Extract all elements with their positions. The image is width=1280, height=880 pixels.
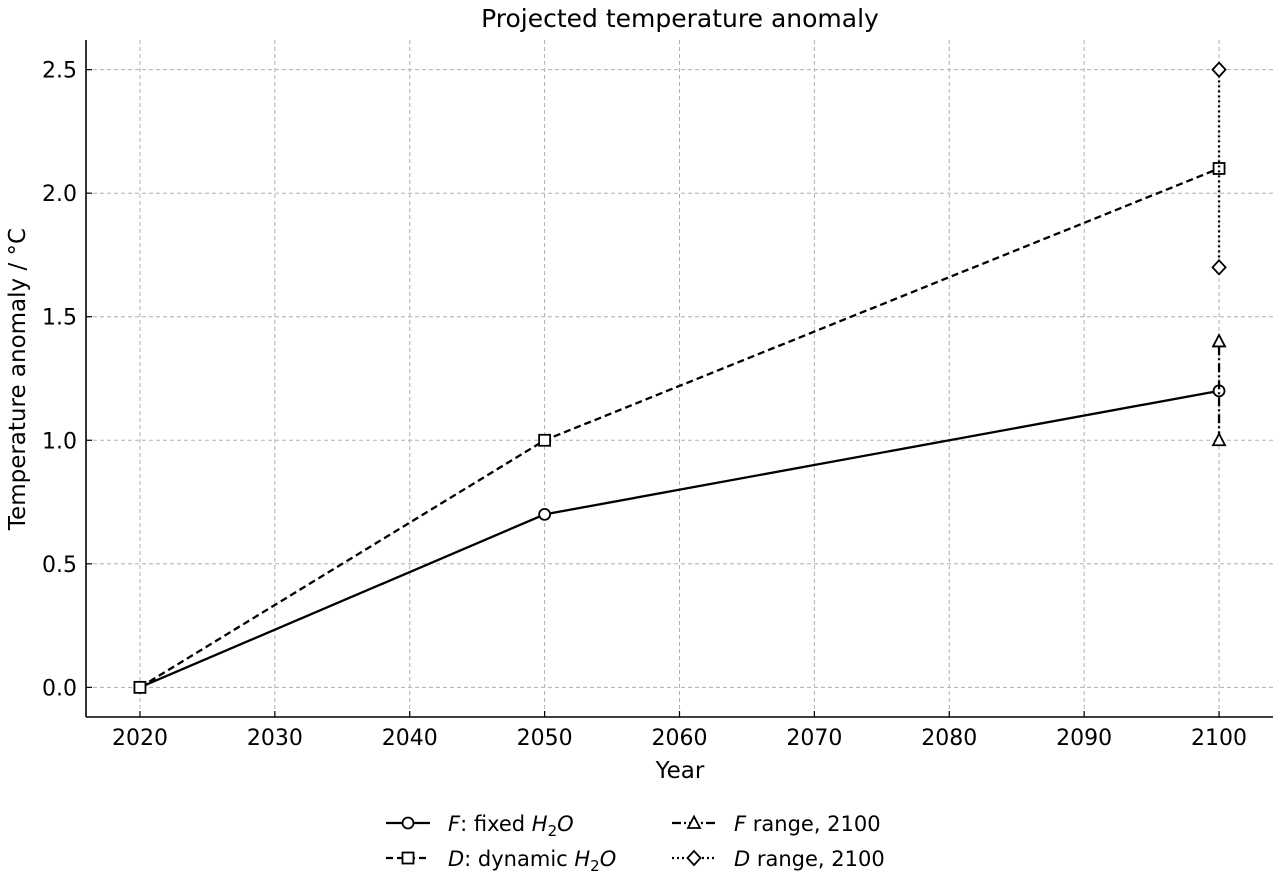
x-tick-label: 2030: [247, 726, 303, 751]
legend-label: D range, 2100: [734, 847, 885, 871]
legend-label: F: fixed H2O: [448, 812, 574, 840]
x-tick-label: 2060: [652, 726, 708, 751]
tick-labels: 2020 2030 2040 2050 2060 2070 2080 2090 2100 0.0 0…: [42, 59, 1247, 751]
legend-label: D: dynamic H2O: [448, 847, 616, 875]
y-tick-label: 2.5: [42, 59, 77, 84]
data-point-triangle: [1211, 332, 1227, 348]
legend-marker-diamond: [686, 849, 702, 867]
legend-item: D range, 2100: [672, 847, 885, 871]
x-axis-label: Year: [655, 758, 705, 784]
legend-marker-square: [401, 851, 415, 865]
data-point-square: [538, 433, 552, 447]
legend: F: fixed H2O D: dynamic H2O F range, 2100 D…: [386, 812, 885, 875]
data-point-diamond: [1211, 61, 1227, 78]
chart-title: Projected temperature anomaly: [481, 4, 879, 33]
grid: [86, 40, 1273, 717]
y-tick-label: 2.0: [42, 182, 77, 207]
y-axis-label: Temperature anomaly / °C: [5, 228, 31, 531]
legend-marker-triangle: [686, 814, 702, 829]
legend-label: F range, 2100: [734, 812, 881, 836]
y-tick-label: 1.0: [42, 429, 77, 454]
x-tick-label: 2050: [517, 726, 573, 751]
y-tick-label: 0.0: [42, 676, 77, 701]
y-tick-label: 0.5: [42, 553, 77, 578]
series-d-range: [1211, 61, 1227, 276]
series-d: [133, 162, 1226, 694]
x-tick-label: 2070: [786, 726, 842, 751]
data-point-diamond: [1211, 258, 1227, 276]
x-tick-label: 2100: [1191, 726, 1247, 751]
legend-item: F range, 2100: [672, 812, 881, 836]
data-point-triangle: [1211, 431, 1227, 447]
legend-marker-circle: [401, 816, 415, 830]
y-tick-label: 1.5: [42, 306, 77, 331]
x-tick-label: 2020: [112, 726, 168, 751]
data-point-square: [1212, 162, 1226, 175]
series-layer: [133, 61, 1227, 694]
x-tick-label: 2090: [1056, 726, 1112, 751]
data-point-circle: [538, 507, 552, 521]
x-tick-label: 2080: [921, 726, 977, 751]
legend-item: D: dynamic H2O: [386, 847, 616, 875]
x-tick-label: 2040: [382, 726, 438, 751]
series-f-range: [1211, 332, 1227, 447]
data-point-square: [133, 680, 147, 694]
legend-item: F: fixed H2O: [386, 812, 574, 840]
